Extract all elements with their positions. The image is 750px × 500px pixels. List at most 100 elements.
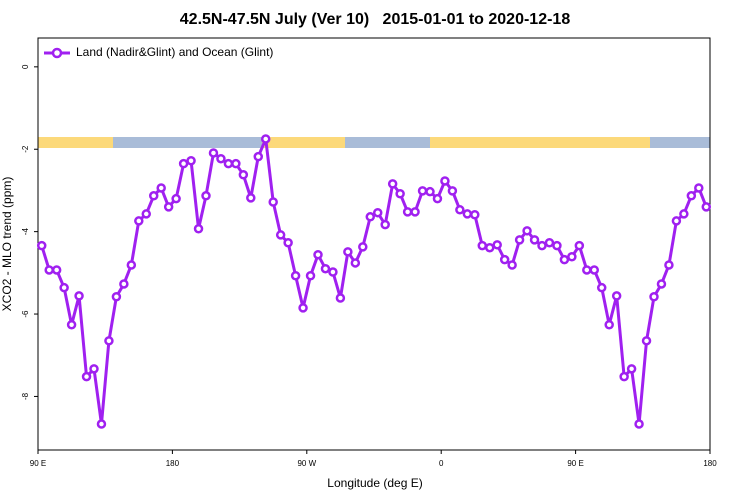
data-point	[477, 240, 488, 251]
data-point	[380, 219, 390, 230]
data-point	[447, 186, 458, 196]
data-point	[544, 238, 555, 248]
data-point	[656, 279, 667, 289]
legend-marker	[51, 47, 63, 59]
data-point	[343, 247, 353, 257]
data-point	[171, 193, 181, 204]
data-point	[686, 191, 697, 201]
x-tick-label: 180	[166, 459, 180, 468]
data-point	[649, 291, 659, 302]
x-tick-label: 90 W	[297, 459, 316, 468]
data-point	[559, 254, 570, 265]
data-point	[417, 186, 428, 196]
data-point	[163, 202, 174, 212]
x-axis-label: Longitude (deg E)	[327, 476, 422, 490]
data-point	[611, 291, 622, 301]
y-tick-label: 0	[21, 64, 30, 69]
data-point	[641, 336, 652, 346]
data-point	[470, 209, 480, 220]
data-point	[671, 216, 682, 226]
data-point	[44, 265, 54, 275]
data-point	[574, 240, 585, 251]
data-point	[216, 153, 226, 164]
data-point	[96, 419, 107, 429]
data-point	[402, 207, 413, 217]
data-point	[552, 240, 562, 251]
data-point	[619, 371, 629, 382]
data-point	[134, 216, 144, 226]
data-point	[499, 254, 510, 265]
data-point	[328, 267, 338, 277]
data-point	[664, 260, 674, 270]
data-point	[268, 197, 278, 207]
legend-label: Land (Nadir&Glint) and Ocean (Glint)	[76, 45, 273, 59]
y-tick-label: -8	[21, 392, 30, 400]
data-point	[492, 240, 502, 250]
data-point	[701, 202, 712, 212]
data-point	[484, 242, 495, 253]
data-point	[275, 230, 286, 240]
data-point	[514, 235, 525, 245]
land-ocean-strip	[38, 137, 710, 148]
data-point	[537, 240, 547, 251]
data-point	[141, 209, 152, 219]
y-tick-label: -6	[21, 310, 30, 318]
data-point	[320, 263, 331, 274]
data-point	[694, 183, 704, 193]
data-point	[36, 240, 47, 251]
data-point	[119, 279, 129, 289]
data-point	[313, 249, 323, 260]
data-point	[51, 265, 62, 275]
x-tick-label: 90 E	[30, 459, 46, 468]
data-point	[126, 260, 137, 270]
data-point	[567, 252, 577, 262]
data-point	[305, 270, 316, 281]
data-point	[246, 193, 256, 203]
data-point	[104, 336, 114, 346]
data-point	[462, 209, 473, 219]
data-point	[604, 320, 614, 330]
legend: Land (Nadir&Glint) and Ocean (Glint)	[44, 45, 273, 59]
data-point	[387, 179, 398, 189]
data-point	[201, 191, 211, 201]
data-point	[634, 419, 644, 429]
ocean-band	[113, 137, 262, 148]
data-point	[350, 258, 361, 268]
data-point	[596, 282, 607, 293]
data-point	[89, 364, 99, 374]
x-tick-label: 0	[439, 459, 444, 468]
data-point	[589, 265, 600, 275]
data-point	[372, 207, 383, 218]
data-point	[440, 176, 450, 186]
data-point	[81, 371, 92, 382]
data-point	[193, 224, 204, 234]
data-point	[679, 209, 689, 219]
data-point	[358, 242, 368, 252]
data-point	[178, 158, 189, 169]
ocean-band	[345, 137, 430, 148]
data-point	[231, 158, 241, 169]
data-point	[156, 183, 166, 193]
data-point	[111, 291, 122, 302]
data-point	[223, 158, 234, 169]
data-point	[283, 238, 293, 248]
data-point	[455, 205, 465, 215]
data-point	[208, 148, 219, 158]
data-point	[425, 186, 435, 197]
data-point	[66, 320, 77, 330]
x-tick-label: 180	[703, 459, 717, 468]
data-point	[365, 212, 376, 222]
data-point	[335, 293, 346, 303]
y-tick-label: -2	[21, 145, 30, 153]
data-point	[148, 191, 159, 201]
y-axis-label: XCO2 - MLO trend (ppm)	[0, 177, 14, 312]
y-tick-label: -4	[21, 228, 30, 236]
data-point	[529, 235, 540, 245]
data-point	[298, 303, 308, 313]
data-point	[260, 134, 271, 144]
data-point	[395, 188, 405, 199]
data-point	[507, 260, 517, 270]
data-point	[582, 265, 592, 275]
data-point	[74, 291, 84, 301]
